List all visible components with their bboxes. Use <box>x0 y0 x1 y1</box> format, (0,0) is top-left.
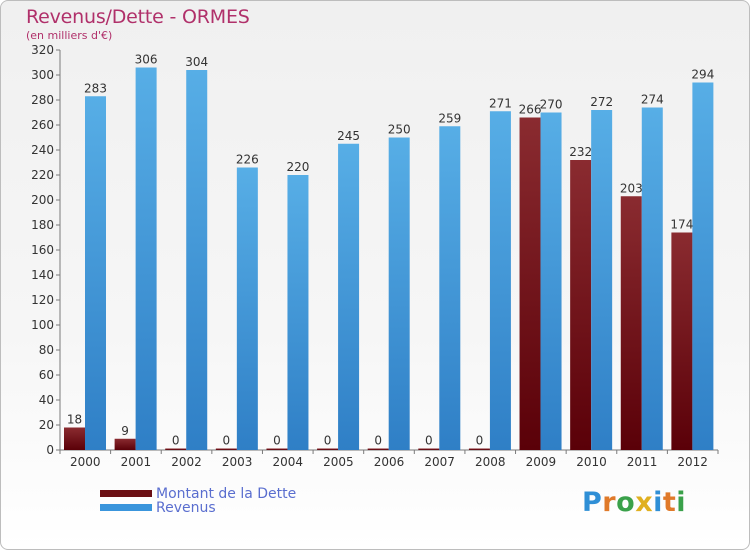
bar-dette <box>418 448 440 450</box>
bar-revenus <box>540 112 562 450</box>
data-label: 304 <box>185 55 208 69</box>
x-tick-label: 2005 <box>323 455 354 469</box>
legend-label-debt: Montant de la Dette <box>156 486 297 502</box>
data-label: 0 <box>324 434 332 448</box>
y-tick-label: 80 <box>39 343 54 357</box>
data-label: 270 <box>540 98 563 112</box>
bar-revenus <box>236 167 258 450</box>
bar-dette <box>317 448 339 450</box>
data-label: 0 <box>172 434 180 448</box>
x-tick-label: 2001 <box>121 455 152 469</box>
bar-dette <box>165 448 187 450</box>
x-tick-label: 2012 <box>677 455 708 469</box>
y-tick-label: 160 <box>31 243 54 257</box>
bar-dette <box>468 448 490 450</box>
data-label: 250 <box>388 123 411 137</box>
proxiti-logo: Proxiti <box>582 487 686 518</box>
logo-letter: t <box>662 487 677 518</box>
y-tick-label: 220 <box>31 168 54 182</box>
bar-revenus <box>287 175 309 450</box>
data-label: 232 <box>569 145 592 159</box>
data-label: 274 <box>641 93 664 107</box>
data-label: 306 <box>135 53 158 67</box>
data-label: 203 <box>620 181 643 195</box>
data-label: 220 <box>287 160 310 174</box>
x-tick-label: 2006 <box>374 455 405 469</box>
y-tick-label: 200 <box>31 193 54 207</box>
bar-dette <box>570 160 592 450</box>
legend-label-revenus: Revenus <box>156 500 216 516</box>
bar-revenus <box>641 107 663 450</box>
x-tick-label: 2000 <box>70 455 101 469</box>
y-tick-label: 120 <box>31 293 54 307</box>
bar-dette <box>367 448 389 450</box>
logo-letter: r <box>602 487 617 518</box>
bar-revenus <box>186 70 208 450</box>
chart-subtitle: (en milliers d'€) <box>26 29 113 42</box>
y-tick-label: 40 <box>39 393 54 407</box>
data-label: 0 <box>223 434 231 448</box>
logo-letter: i <box>653 487 663 518</box>
data-label: 294 <box>691 68 714 82</box>
x-tick-label: 2002 <box>171 455 202 469</box>
x-tick-label: 2004 <box>272 455 303 469</box>
bar-revenus <box>85 96 106 450</box>
data-label: 272 <box>590 95 613 109</box>
data-label: 271 <box>489 96 512 110</box>
data-label: 9 <box>121 424 129 438</box>
data-label: 0 <box>273 434 281 448</box>
bar-revenus <box>338 143 360 450</box>
logo-letter: o <box>616 487 636 518</box>
data-label: 283 <box>84 81 107 95</box>
bar-revenus <box>439 126 461 450</box>
legend-swatch-revenus <box>100 504 152 511</box>
bar-dette <box>519 117 541 450</box>
logo-letter: i <box>676 487 687 518</box>
y-tick-label: 140 <box>31 268 54 282</box>
logo-letter: x <box>635 487 654 518</box>
y-tick-label: 280 <box>31 93 54 107</box>
y-tick-label: 0 <box>46 443 54 457</box>
y-tick-label: 260 <box>31 118 54 132</box>
bar-revenus <box>692 82 714 450</box>
data-label: 266 <box>519 103 542 117</box>
bar-dette <box>215 448 237 450</box>
data-label: 259 <box>438 111 461 125</box>
legend-swatch-debt <box>100 490 152 497</box>
data-label: 0 <box>425 434 433 448</box>
bar-dette <box>114 438 136 450</box>
data-label: 0 <box>374 434 382 448</box>
bar-dette <box>64 427 85 450</box>
bar-revenus <box>489 111 511 450</box>
y-tick-label: 240 <box>31 143 54 157</box>
chart-title: Revenus/Dette - ORMES <box>26 6 250 28</box>
bar-revenus <box>388 137 410 450</box>
x-tick-label: 2008 <box>475 455 506 469</box>
y-tick-label: 320 <box>31 43 54 57</box>
data-label: 0 <box>476 434 484 448</box>
data-label: 245 <box>337 129 360 143</box>
bar-dette <box>266 448 288 450</box>
x-tick-label: 2009 <box>526 455 557 469</box>
data-label: 18 <box>67 413 82 427</box>
bar-dette <box>671 232 693 450</box>
y-tick-label: 100 <box>31 318 54 332</box>
x-tick-label: 2011 <box>627 455 658 469</box>
logo-letter: P <box>582 487 603 518</box>
data-label: 174 <box>670 218 693 232</box>
y-tick-label: 60 <box>39 368 54 382</box>
y-tick-label: 20 <box>39 418 54 432</box>
y-tick-label: 180 <box>31 218 54 232</box>
bar-revenus <box>591 110 613 450</box>
bar-dette <box>620 196 642 450</box>
x-tick-label: 2003 <box>222 455 253 469</box>
bar-revenus <box>135 67 157 450</box>
y-tick-label: 300 <box>31 68 54 82</box>
data-label: 226 <box>236 153 259 167</box>
x-tick-label: 2010 <box>576 455 607 469</box>
x-tick-label: 2007 <box>424 455 455 469</box>
